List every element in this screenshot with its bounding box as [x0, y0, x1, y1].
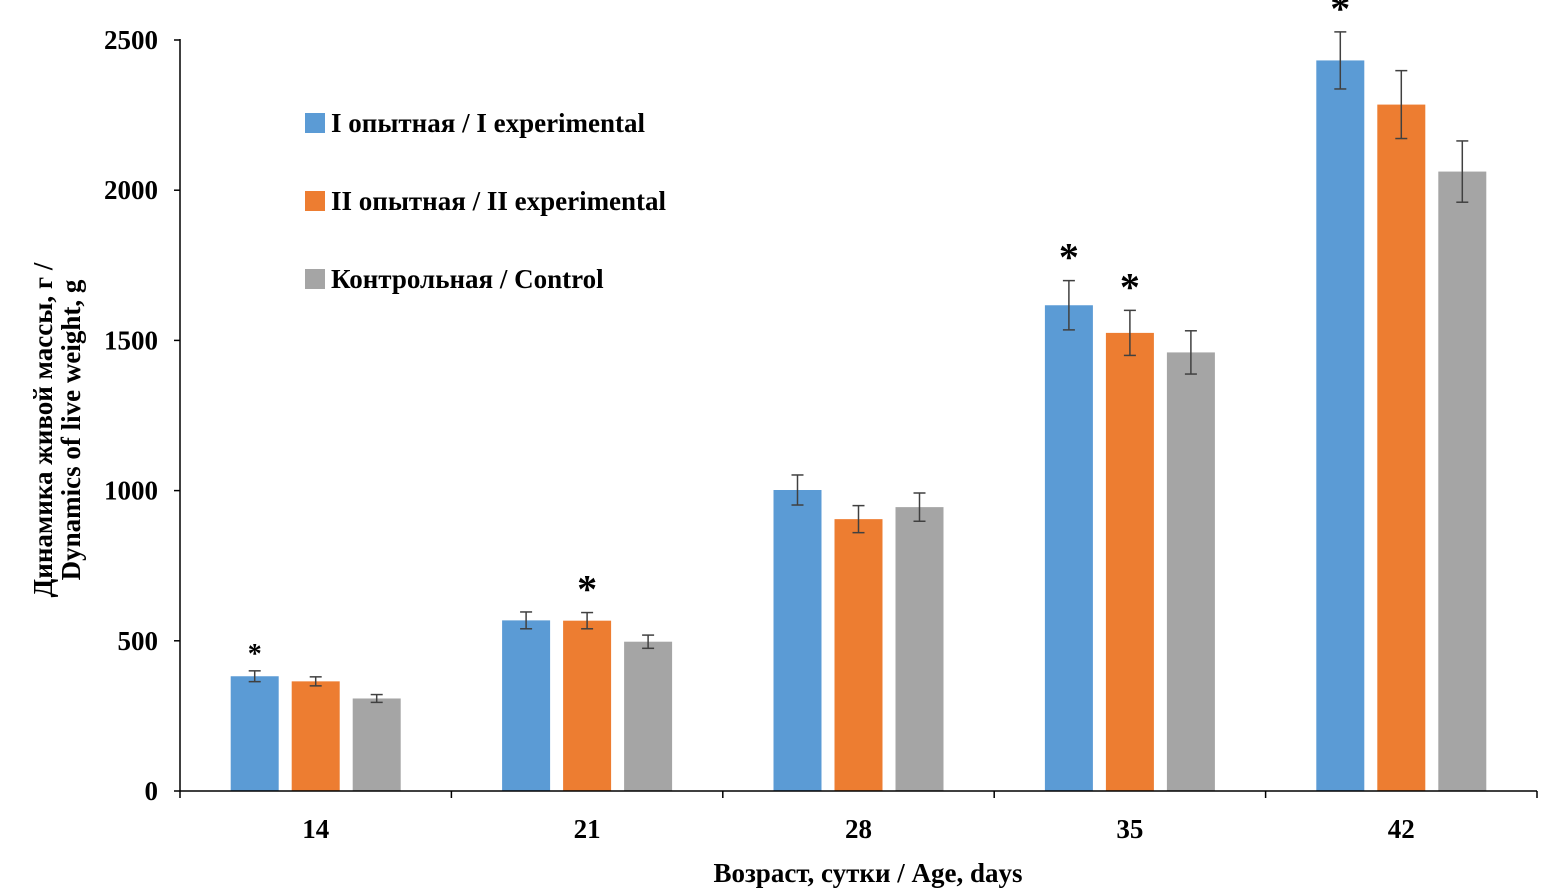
y-tick-label: 1500 [104, 325, 158, 355]
x-tick-label: 14 [302, 814, 329, 844]
y-axis-label: Динамика живой массы, г / Dynamics of li… [28, 262, 86, 597]
significance-marker: * [248, 639, 262, 670]
bar [1316, 60, 1365, 792]
x-tick-label: 21 [574, 814, 601, 844]
bar [502, 620, 551, 791]
y-tick-label: 2500 [104, 25, 158, 55]
bar [352, 698, 401, 791]
axes [179, 39, 1537, 792]
legend-label: Контрольная / Control [331, 264, 604, 294]
bar [1438, 171, 1487, 791]
significance-marker: * [1120, 264, 1140, 309]
bar [1166, 352, 1215, 791]
significance-marker: * [577, 567, 597, 612]
bar [291, 681, 340, 791]
y-axis-label-line-2: Dynamics of live weight, g [56, 279, 86, 580]
bar [1377, 104, 1426, 791]
legend-swatch [305, 113, 325, 133]
bars: * * * * * [230, 0, 1487, 792]
significance-marker: * [1059, 235, 1079, 280]
legend-swatch [305, 191, 325, 211]
y-axis-ticks: 0 500 1000 1500 2000 2500 [104, 25, 180, 806]
x-tick-label: 42 [1388, 814, 1415, 844]
bar [563, 620, 612, 791]
bar [230, 676, 279, 791]
x-tick-label: 28 [845, 814, 872, 844]
x-axis-ticks: 14 21 28 35 42 [179, 791, 1538, 844]
y-tick-label: 0 [145, 776, 159, 806]
legend-label: II опытная / II experimental [331, 186, 667, 216]
bar [1105, 332, 1154, 791]
bar [895, 507, 944, 791]
y-tick-label: 2000 [104, 175, 158, 205]
significance-marker: * [1330, 0, 1350, 31]
legend-swatch [305, 269, 325, 289]
bar [834, 519, 883, 791]
y-tick-label: 1000 [104, 476, 158, 506]
x-tick-label: 35 [1116, 814, 1143, 844]
legend: I опытная / I experimental II опытная / I… [305, 108, 667, 294]
legend-label: I опытная / I experimental [331, 108, 646, 138]
y-tick-label: 500 [118, 626, 159, 656]
x-axis-label: Возраст, сутки / Age, days [713, 858, 1022, 888]
bar [773, 489, 822, 791]
bar [624, 641, 673, 791]
y-axis-label-line-1: Динамика живой массы, г / [28, 262, 58, 597]
bar [1044, 305, 1093, 791]
